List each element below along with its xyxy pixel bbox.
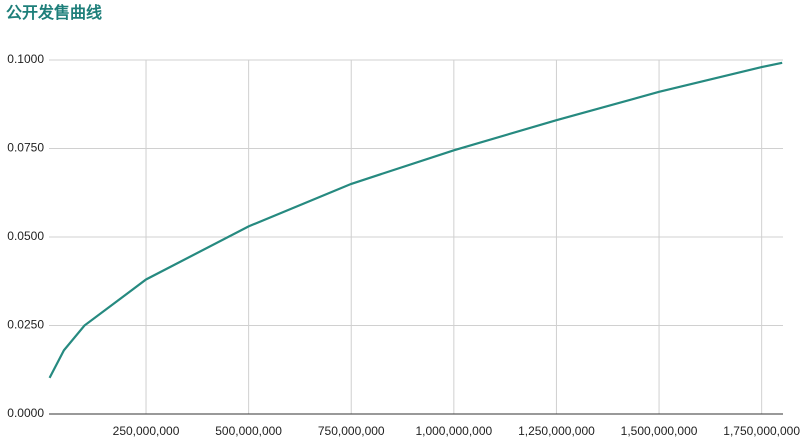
y-tick-label: 0.0000 xyxy=(7,406,44,420)
x-tick-label: 1,750,000,000 xyxy=(723,424,800,438)
y-tick-label: 0.1000 xyxy=(7,52,44,66)
y-tick-label: 0.0250 xyxy=(7,318,44,332)
chart-title: 公开发售曲线 xyxy=(6,3,102,22)
x-tick-label: 250,000,000 xyxy=(113,424,180,438)
y-tick-label: 0.0500 xyxy=(7,229,44,243)
y-tick-label: 0.0750 xyxy=(7,141,44,155)
series-line xyxy=(48,61,783,379)
x-tick-label: 1,500,000,000 xyxy=(621,424,698,438)
x-tick-label: 750,000,000 xyxy=(318,424,385,438)
x-tick-label: 500,000,000 xyxy=(215,424,282,438)
x-tick-label: 1,250,000,000 xyxy=(518,424,595,438)
x-tick-label: 1,000,000,000 xyxy=(415,424,492,438)
